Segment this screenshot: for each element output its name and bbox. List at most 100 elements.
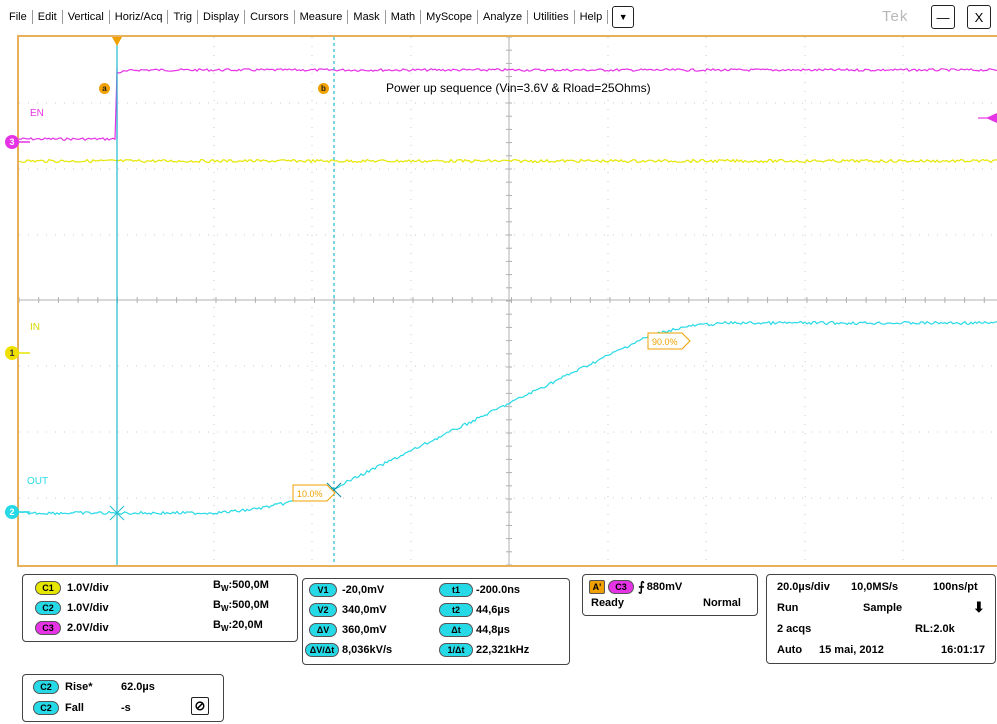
ch2-bw-prefix: B bbox=[213, 599, 221, 611]
ch3-marker[interactable]: 3 bbox=[5, 135, 19, 149]
cursor-readout-panel[interactable]: V1 -20,0mV V2 340,0mV ΔV 360,0mV ΔV/Δt 8… bbox=[302, 578, 570, 665]
dvdt-row: ΔV/Δt 8,036kV/s bbox=[305, 643, 392, 657]
t2-row: t2 44,6µs bbox=[439, 603, 510, 617]
trigger-ch-pill: C3 bbox=[608, 580, 634, 594]
ch1-bw-prefix: B bbox=[213, 579, 221, 591]
ch2-scale: 1.0V/div bbox=[67, 602, 109, 614]
label-in: IN bbox=[30, 322, 40, 333]
ch3-bw-prefix: B bbox=[213, 619, 221, 631]
dvdt-value: 8,036kV/s bbox=[342, 644, 393, 656]
rising-edge-icon: ⨍ bbox=[638, 579, 645, 594]
menu-mask[interactable]: Mask bbox=[348, 10, 386, 24]
ch2-out-trace bbox=[18, 320, 997, 516]
v2-value: 340,0mV bbox=[342, 604, 387, 616]
ch2-pill[interactable]: C2 bbox=[35, 601, 61, 615]
rise-label: Rise* bbox=[65, 681, 93, 693]
dt-value: 44,8µs bbox=[476, 624, 510, 636]
dv-value: 360,0mV bbox=[342, 624, 387, 636]
trigger-panel[interactable]: A' C3 ⨍ 880mV Ready Normal bbox=[582, 574, 758, 616]
trigger-mode: Normal bbox=[703, 597, 741, 609]
menu-display[interactable]: Display bbox=[198, 10, 246, 24]
rise-label-90: 90.0% bbox=[652, 337, 678, 347]
ch1-scale: 1.0V/div bbox=[67, 582, 109, 594]
measurements-panel[interactable]: C2 Rise* 62.0µs C2 Fall -s ⊘ bbox=[22, 674, 224, 722]
cursor-a-cross bbox=[109, 505, 125, 521]
trigger-a-pill: A' bbox=[589, 580, 605, 594]
ch2-vertical-row[interactable]: C2 1.0V/div bbox=[35, 601, 109, 615]
menu-vertical[interactable]: Vertical bbox=[63, 10, 110, 24]
menu-help[interactable]: Help bbox=[575, 10, 609, 24]
acquisition-panel[interactable]: 20.0µs/div 10,0MS/s 100ns/pt Run Sample … bbox=[766, 574, 996, 664]
trigger-position-icon bbox=[112, 37, 122, 46]
sample-mode: Sample bbox=[863, 602, 903, 614]
menu-cursors[interactable]: Cursors bbox=[245, 10, 295, 24]
resolution: 100ns/pt bbox=[933, 581, 978, 593]
inv-dt-pill: 1/Δt bbox=[439, 643, 473, 657]
ch2-bw-value: :500,0M bbox=[228, 599, 269, 611]
menu-file[interactable]: File bbox=[4, 10, 33, 24]
menu-analyze[interactable]: Analyze bbox=[478, 10, 529, 24]
ch2-bandwidth: BW:500,0M bbox=[213, 599, 269, 613]
menu-horiz-acq[interactable]: Horiz/Acq bbox=[110, 10, 169, 24]
inv-dt-row: 1/Δt 22,321kHz bbox=[439, 643, 529, 657]
cursor-a-marker[interactable]: a bbox=[99, 83, 110, 94]
inv-dt-value: 22,321kHz bbox=[476, 644, 530, 656]
ch1-pill[interactable]: C1 bbox=[35, 581, 61, 595]
trigger-level-arrow-icon bbox=[986, 113, 997, 123]
fall-pill: C2 bbox=[33, 701, 59, 715]
t2-value: 44,6µs bbox=[476, 604, 510, 616]
ch1-in-trace bbox=[18, 158, 997, 164]
statistics-icon[interactable]: ⊘ bbox=[191, 697, 209, 715]
ch3-pill[interactable]: C3 bbox=[35, 621, 61, 635]
t1-value: -200.0ns bbox=[476, 584, 521, 596]
ch3-bandwidth: BW:20,0M bbox=[213, 619, 263, 633]
cursor-b-marker[interactable]: b bbox=[318, 83, 329, 94]
fall-row: C2 Fall -s bbox=[33, 701, 131, 715]
tek-logo: Tek bbox=[882, 8, 909, 25]
graticule-frame bbox=[17, 35, 997, 567]
trigger-auto-mode: Auto bbox=[777, 644, 803, 656]
menu-myscope[interactable]: MyScope bbox=[421, 10, 479, 24]
v2-pill: V2 bbox=[309, 603, 337, 617]
ch1-bw-sub: W bbox=[220, 584, 229, 594]
v2-row: V2 340,0mV bbox=[309, 603, 387, 617]
menu-dropdown-button[interactable]: ▼ bbox=[612, 6, 635, 28]
rise-label-10: 10.0% bbox=[297, 489, 323, 499]
t2-pill: t2 bbox=[439, 603, 473, 617]
dt-row: Δt 44,8µs bbox=[439, 623, 510, 637]
minimize-button[interactable]: — bbox=[931, 5, 955, 29]
trigger-level: 880mV bbox=[646, 581, 683, 593]
ch1-vertical-row[interactable]: C1 1.0V/div bbox=[35, 581, 109, 595]
scope-display[interactable]: 10.0% 90.0% bbox=[0, 0, 997, 570]
waveform-title: Power up sequence (Vin=3.6V & Rload=25Oh… bbox=[386, 81, 651, 95]
ch1-bw-value: :500,0M bbox=[228, 579, 269, 591]
ch3-en-trace bbox=[18, 68, 997, 141]
ch3-bw-sub: W bbox=[220, 624, 229, 634]
menu-measure[interactable]: Measure bbox=[295, 10, 349, 24]
trigger-state: Ready bbox=[591, 597, 625, 609]
dvdt-pill: ΔV/Δt bbox=[305, 643, 339, 657]
t1-pill: t1 bbox=[439, 583, 473, 597]
ch3-scale: 2.0V/div bbox=[67, 622, 109, 634]
menu-math[interactable]: Math bbox=[386, 10, 422, 24]
ch1-marker[interactable]: 1 bbox=[5, 346, 19, 360]
label-out: OUT bbox=[27, 476, 49, 487]
sample-rate: 10,0MS/s bbox=[851, 581, 899, 593]
ch2-bw-sub: W bbox=[220, 604, 229, 614]
date: 15 mai, 2012 bbox=[819, 644, 884, 656]
menu-edit[interactable]: Edit bbox=[33, 10, 63, 24]
menu-utilities[interactable]: Utilities bbox=[528, 10, 575, 24]
fall-label: Fall bbox=[65, 702, 84, 714]
fall-value: -s bbox=[121, 702, 131, 714]
dv-row: ΔV 360,0mV bbox=[309, 623, 387, 637]
t1-row: t1 -200.0ns bbox=[439, 583, 520, 597]
v1-value: -20,0mV bbox=[342, 584, 385, 596]
menu: File Edit Vertical Horiz/Acq Trig Display Curs… bbox=[4, 0, 635, 34]
close-button[interactable]: X bbox=[967, 5, 991, 29]
label-en: EN bbox=[30, 108, 44, 119]
run-state: Run bbox=[777, 602, 799, 614]
menu-trig[interactable]: Trig bbox=[168, 10, 199, 24]
v1-row: V1 -20,0mV bbox=[309, 583, 384, 597]
ch3-vertical-row[interactable]: C3 2.0V/div bbox=[35, 621, 109, 635]
ch2-marker[interactable]: 2 bbox=[5, 505, 19, 519]
